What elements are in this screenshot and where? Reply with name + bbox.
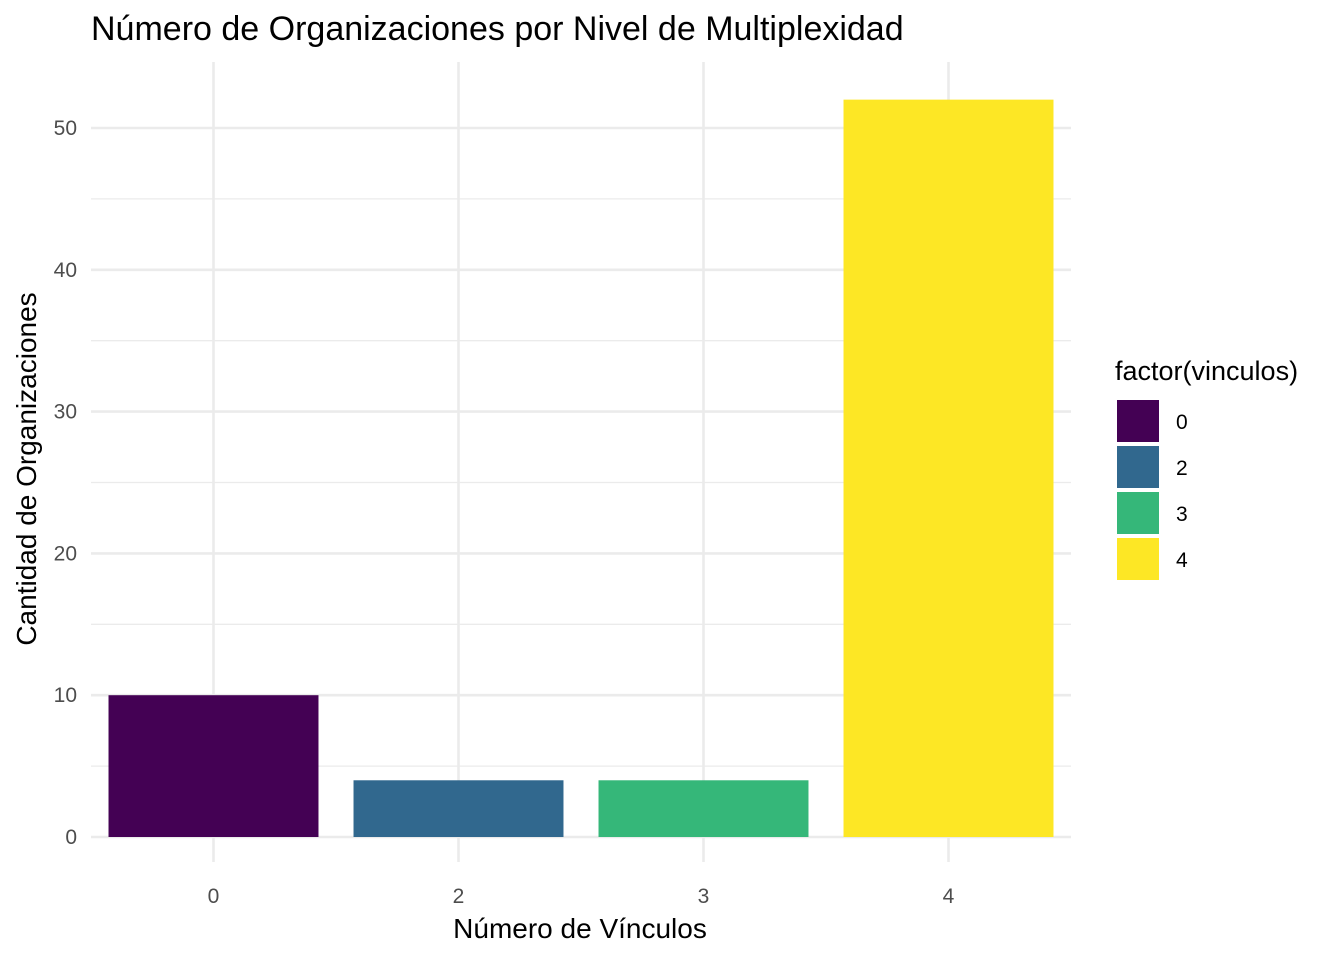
bars: [108, 99, 1054, 837]
legend-key-2: [1117, 446, 1159, 488]
legend-label: 3: [1176, 503, 1188, 526]
x-tick-label: 0: [208, 885, 220, 908]
legend-title: factor(vinculos): [1115, 356, 1298, 386]
y-tick-label: 30: [54, 401, 77, 424]
legend-label: 4: [1176, 549, 1188, 572]
x-tick-label: 3: [698, 885, 710, 908]
y-tick-labels: 0 10 20 30 40 50: [54, 117, 77, 849]
y-tick-label: 40: [54, 259, 77, 282]
x-tick-labels: 0 2 3 4: [208, 885, 955, 908]
legend-label: 2: [1176, 457, 1188, 480]
legend-items: 0 2 3 4: [1117, 400, 1188, 580]
x-tick-label: 4: [943, 885, 955, 908]
legend-key-0: [1117, 400, 1159, 442]
y-tick-label: 50: [54, 117, 77, 140]
y-tick-label: 20: [54, 542, 77, 565]
bar-2: [353, 780, 564, 837]
legend: factor(vinculos) 0 2 3 4: [1115, 356, 1298, 580]
y-tick-label: 0: [65, 826, 77, 849]
legend-key-3: [1117, 492, 1159, 534]
bar-4: [843, 99, 1054, 837]
x-tick-label: 2: [453, 885, 465, 908]
legend-label: 0: [1176, 411, 1188, 434]
x-axis-title: Número de Vínculos: [453, 913, 707, 944]
bar-3: [598, 780, 809, 837]
y-tick-label: 10: [54, 684, 77, 707]
legend-key-4: [1117, 538, 1159, 580]
chart-title: Número de Organizaciones por Nivel de Mu…: [91, 10, 904, 48]
y-axis-title: Cantidad de Organizaciones: [11, 292, 42, 645]
bar-0: [108, 695, 319, 837]
